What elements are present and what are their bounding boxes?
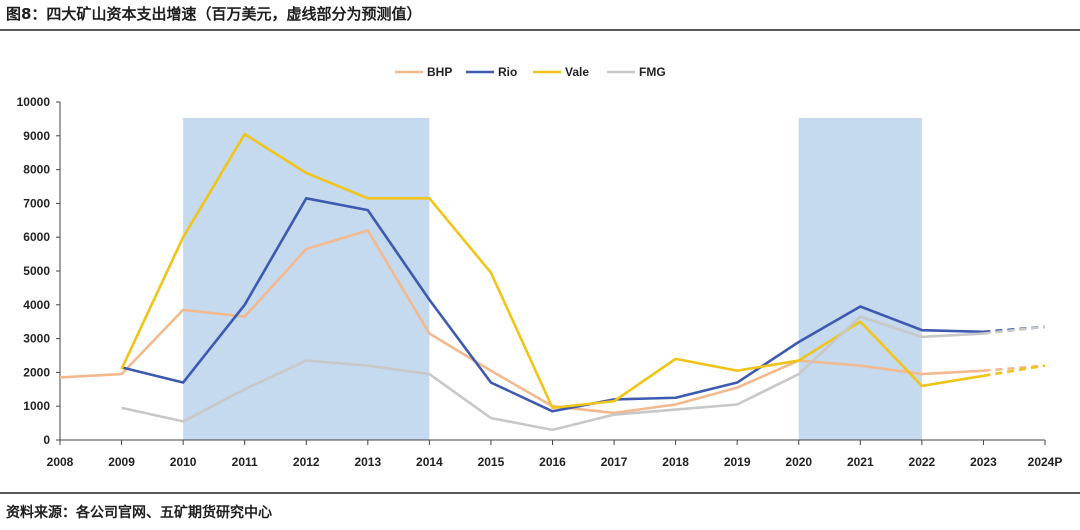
bottom-rule: [0, 492, 1080, 494]
y-tick-label: 5000: [23, 264, 50, 278]
source-note: 资料来源：各公司官网、五矿期货研究中心: [6, 505, 272, 521]
legend-label-rio: Rio: [498, 65, 517, 79]
shaded-period-2: [798, 118, 922, 440]
x-tick-label: 2012: [293, 455, 320, 469]
y-tick-label: 8000: [23, 163, 50, 177]
x-tick-label: 2014: [416, 455, 443, 469]
y-tick-label: 7000: [23, 196, 50, 210]
x-tick-label: 2015: [478, 455, 505, 469]
y-tick-label: 2000: [23, 365, 50, 379]
legend-label-vale: Vale: [565, 65, 589, 79]
x-tick-label: 2011: [232, 455, 258, 469]
shaded-period-1: [183, 118, 430, 440]
x-tick-label: 2013: [354, 455, 381, 469]
series-line-fmg: [121, 315, 984, 432]
x-tick-label: 2010: [170, 455, 197, 469]
y-tick-label: 1000: [23, 399, 50, 413]
y-tick-label: 10000: [17, 95, 51, 109]
x-tick-label: 2021: [847, 455, 874, 469]
forecast-line-vale: [983, 364, 1046, 378]
x-tick-label: 2024P: [1028, 455, 1063, 469]
x-tick-label: 2019: [724, 455, 751, 469]
series-line-bhp: [59, 229, 984, 415]
top-rule: [0, 29, 1080, 31]
series-line-rio: [121, 197, 984, 413]
x-tick-label: 2018: [662, 455, 689, 469]
y-tick-label: 0: [43, 433, 50, 447]
x-tick-label: 2009: [108, 455, 135, 469]
x-tick-label: 2016: [539, 455, 566, 469]
legend-label-bhp: BHP: [427, 65, 452, 79]
x-tick-label: 2017: [601, 455, 628, 469]
y-tick-label: 6000: [23, 230, 50, 244]
x-tick-label: 2020: [785, 455, 812, 469]
x-tick-label: 2022: [909, 455, 936, 469]
x-tick-label: 2023: [970, 455, 997, 469]
figure-title: 图8：四大矿山资本支出增速（百万美元，虚线部分为预测值）: [6, 5, 422, 23]
legend-label-fmg: FMG: [639, 65, 666, 79]
y-tick-label: 3000: [23, 332, 50, 346]
y-tick-label: 4000: [23, 298, 50, 312]
y-tick-label: 9000: [23, 129, 50, 143]
x-tick-label: 2008: [47, 455, 74, 469]
forecast-line-fmg: [983, 325, 1046, 335]
